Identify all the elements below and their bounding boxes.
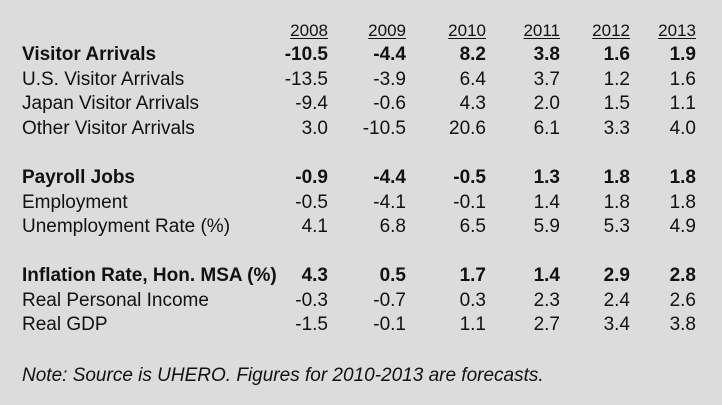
- cell-value: 0.3: [459, 289, 486, 311]
- cell-value: 1.6: [603, 44, 630, 65]
- cell-value: 1.1: [459, 314, 486, 336]
- row-label: Inflation Rate, Hon. MSA (%): [22, 265, 277, 286]
- cell-value: -13.5: [284, 68, 328, 90]
- table-row: Employment -0.5 -4.1 -0.1 1.4 1.8 1.8: [0, 191, 722, 215]
- column-header-2008: 2008: [290, 21, 328, 40]
- cell-value: 6.4: [459, 68, 486, 90]
- cell-value: 2.9: [603, 265, 630, 286]
- row-label: Other Visitor Arrivals: [22, 117, 195, 139]
- cell-value: -0.5: [453, 167, 486, 188]
- cell-value: 5.3: [603, 216, 630, 238]
- cell-value: 3.8: [669, 314, 696, 336]
- cell-value: 4.9: [669, 216, 696, 238]
- cell-value: 1.9: [669, 44, 696, 65]
- cell-value: 1.6: [669, 68, 696, 90]
- column-header-2010: 2010: [448, 21, 486, 40]
- cell-value: 1.4: [533, 265, 560, 286]
- cell-value: -4.4: [373, 44, 406, 65]
- cell-value: -4.4: [373, 167, 406, 188]
- cell-value: 1.8: [603, 191, 630, 213]
- table-row: Real Personal Income -0.3 -0.7 0.3 2.3 2.4 2.6: [0, 289, 722, 313]
- cell-value: 20.6: [449, 117, 486, 139]
- cell-value: -0.6: [373, 93, 406, 115]
- cell-value: 1.8: [669, 167, 696, 188]
- cell-value: 4.3: [301, 265, 328, 286]
- cell-value: 1.3: [533, 167, 560, 188]
- row-label: Japan Visitor Arrivals: [22, 93, 200, 115]
- cell-value: 6.5: [459, 216, 486, 238]
- cell-value: -0.1: [373, 314, 406, 336]
- table-row: Payroll Jobs -0.9 -4.4 -0.5 1.3 1.8 1.8: [0, 166, 722, 190]
- table-note: Note: Source is UHERO. Figures for 2010-…: [22, 365, 544, 386]
- cell-value: -3.9: [373, 68, 406, 90]
- column-header-2009: 2009: [368, 21, 406, 40]
- cell-value: 4.1: [301, 216, 328, 238]
- cell-value: 2.3: [533, 289, 560, 311]
- table-row: Other Visitor Arrivals 3.0 -10.5 20.6 6.1 3.3…: [0, 117, 722, 141]
- cell-value: 2.7: [533, 314, 560, 336]
- cell-value: 1.4: [533, 191, 560, 213]
- row-label: Payroll Jobs: [22, 167, 135, 188]
- cell-value: -4.1: [373, 191, 406, 213]
- cell-value: 3.4: [603, 314, 630, 336]
- cell-value: -0.1: [453, 191, 486, 213]
- cell-value: 2.6: [669, 289, 696, 311]
- cell-value: 2.0: [533, 93, 560, 115]
- cell-value: -0.7: [373, 289, 406, 311]
- table-row: U.S. Visitor Arrivals -13.5 -3.9 6.4 3.7 1.2 1…: [0, 68, 722, 92]
- cell-value: 1.7: [459, 265, 486, 286]
- row-label: Real GDP: [22, 314, 108, 336]
- row-label: Employment: [22, 191, 128, 213]
- cell-value: -0.3: [295, 289, 328, 311]
- row-label: Visitor Arrivals: [22, 44, 157, 65]
- cell-value: -1.5: [295, 314, 328, 336]
- table-row: Inflation Rate, Hon. MSA (%) 4.3 0.5 1.7 1.4…: [0, 264, 722, 288]
- row-label: U.S. Visitor Arrivals: [22, 68, 185, 90]
- column-header-2011: 2011: [523, 21, 560, 40]
- cell-value: 5.9: [533, 216, 560, 238]
- table-row: Visitor Arrivals -10.5 -4.4 8.2 3.8 1.6 1.9: [0, 43, 722, 67]
- cell-value: 1.8: [669, 191, 696, 213]
- cell-value: 8.2: [459, 44, 486, 65]
- cell-value: -0.5: [295, 191, 328, 213]
- row-label: Unemployment Rate (%): [22, 216, 231, 238]
- cell-value: 2.8: [669, 265, 696, 286]
- cell-value: -0.9: [295, 167, 328, 188]
- cell-value: 3.0: [301, 117, 328, 139]
- cell-value: 3.8: [533, 44, 560, 65]
- cell-value: 1.5: [603, 93, 630, 115]
- cell-value: 1.8: [603, 167, 630, 188]
- cell-value: 6.8: [379, 216, 406, 238]
- cell-value: 2.4: [603, 289, 630, 311]
- cell-value: 1.1: [669, 93, 696, 115]
- cell-value: -10.5: [362, 117, 406, 139]
- cell-value: 4.3: [459, 93, 486, 115]
- cell-value: 1.2: [603, 68, 630, 90]
- cell-value: 3.3: [603, 117, 630, 139]
- table-row: Unemployment Rate (%) 4.1 6.8 6.5 5.9 5.3 4.9: [0, 215, 722, 239]
- cell-value: 4.0: [669, 117, 696, 139]
- column-header-2013: 2013: [658, 21, 696, 40]
- cell-value: 3.7: [533, 68, 560, 90]
- table-row: Real GDP -1.5 -0.1 1.1 2.7 3.4 3.8: [0, 313, 722, 337]
- table-row: Japan Visitor Arrivals -9.4 -0.6 4.3 2.0 1.5 1…: [0, 92, 722, 116]
- column-header-2012: 2012: [592, 21, 630, 40]
- row-label: Real Personal Income: [22, 289, 209, 311]
- cell-value: 0.5: [379, 265, 406, 286]
- cell-value: 6.1: [533, 117, 560, 139]
- cell-value: -9.4: [295, 93, 328, 115]
- cell-value: -10.5: [284, 44, 328, 65]
